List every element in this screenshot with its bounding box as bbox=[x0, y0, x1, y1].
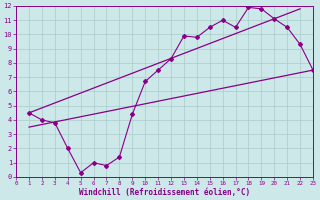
X-axis label: Windchill (Refroidissement éolien,°C): Windchill (Refroidissement éolien,°C) bbox=[79, 188, 250, 197]
